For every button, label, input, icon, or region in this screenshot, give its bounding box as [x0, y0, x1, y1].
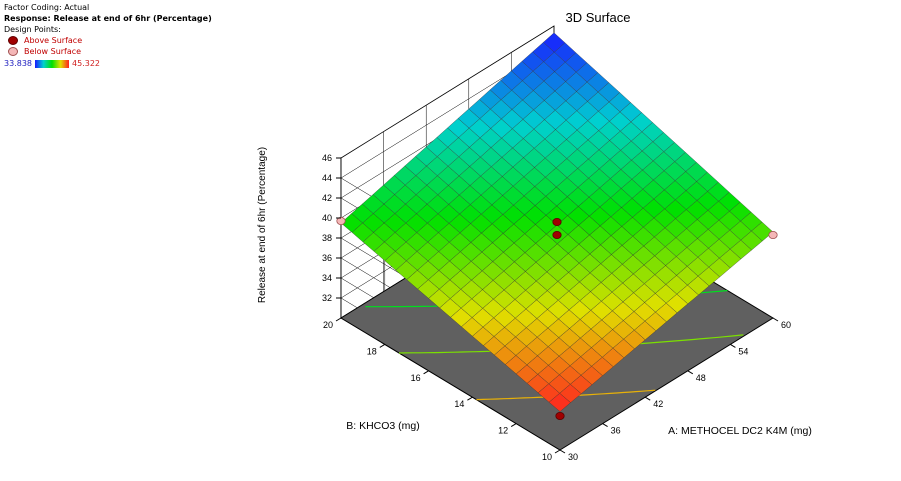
y-tick-mark: [424, 371, 429, 374]
z-tick-label: 44: [322, 173, 332, 183]
y-tick-mark: [555, 450, 560, 453]
x-tick-label: 60: [781, 320, 791, 330]
x-tick-label: 54: [738, 346, 748, 356]
x-tick-mark: [688, 371, 693, 374]
y-tick-mark: [467, 397, 472, 400]
design-point-above: [553, 231, 561, 238]
y-tick-mark: [380, 344, 385, 347]
x-tick-label: 42: [653, 399, 663, 409]
y-tick-label: 12: [498, 426, 508, 436]
z-tick-label: 32: [322, 293, 332, 303]
z-tick-label: 38: [322, 233, 332, 243]
x-tick-label: 48: [696, 373, 706, 383]
y-tick-label: 16: [411, 373, 421, 383]
x-tick-mark: [603, 424, 608, 427]
z-tick-label: 36: [322, 253, 332, 263]
chart-title: 3D Surface: [565, 10, 630, 25]
y-axis-title: B: KHCO3 (mg): [346, 420, 420, 432]
z-tick-label: 34: [322, 273, 332, 283]
design-point-above: [556, 412, 564, 419]
x-tick-label: 36: [611, 426, 621, 436]
y-tick-label: 14: [454, 399, 464, 409]
z-axis-title: Release at end of 6hr (Percentage): [257, 147, 268, 303]
z-tick-label: 40: [322, 213, 332, 223]
x-tick-label: 30: [568, 452, 578, 462]
x-tick-mark: [730, 344, 735, 347]
y-tick-label: 18: [367, 346, 377, 356]
design-point-below: [769, 231, 777, 238]
y-tick-mark: [336, 318, 341, 321]
x-axis-title: A: METHOCEL DC2 K4M (mg): [668, 425, 812, 437]
x-tick-mark: [773, 318, 778, 321]
y-tick-label: 20: [323, 320, 333, 330]
z-tick-label: 46: [322, 153, 332, 163]
y-tick-label: 10: [542, 452, 552, 462]
z-tick-label: 42: [322, 193, 332, 203]
x-tick-mark: [560, 450, 565, 453]
design-point-above: [553, 218, 561, 225]
y-tick-mark: [511, 424, 516, 427]
x-tick-mark: [645, 397, 650, 400]
